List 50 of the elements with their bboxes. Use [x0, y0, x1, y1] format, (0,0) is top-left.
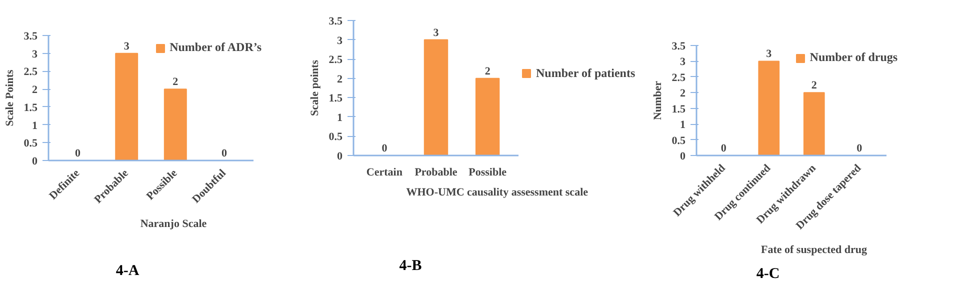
text: 4-C [756, 265, 780, 284]
x-tick-label: Certain [366, 166, 402, 178]
text: 4-B [399, 257, 422, 276]
x-axis-title: WHO-UMC causality assessment scale [406, 186, 588, 198]
y-tick-label: 0 [32, 156, 38, 168]
y-tick-label: 0 [680, 150, 686, 162]
y-tick-label: 1 [337, 112, 342, 124]
y-tick-label: 0 [337, 150, 343, 162]
y-tick-label: 0.5 [672, 134, 686, 147]
x-tick-label: Probable [414, 166, 458, 178]
legend-label: Number of drugs [810, 50, 898, 65]
y-tick-label: 1 [32, 120, 38, 132]
x-axis-title: Fate of suspected drug [760, 244, 868, 256]
y-tick-label: 2.5 [328, 54, 343, 66]
y-tick-label: 0.5 [328, 131, 343, 144]
y-tick-label: 2.5 [672, 72, 686, 84]
data-label: 3 [124, 40, 130, 52]
y-axis-title: Number [652, 80, 664, 120]
data-label: 3 [433, 26, 440, 39]
x-axis-title: Naranjo Scale [140, 218, 207, 230]
y-tick-label: 2.5 [24, 66, 38, 78]
x-tick-label: Possible [468, 166, 507, 178]
data-label: 0 [221, 148, 228, 160]
y-tick-label: 3 [337, 34, 343, 47]
y-tick-label: 1.5 [328, 92, 343, 105]
y-tick-label: 3 [680, 56, 686, 68]
y-tick-label: 1.5 [672, 103, 686, 116]
y-tick-label: 2 [680, 88, 686, 100]
y-tick-label: 3.5 [672, 40, 686, 52]
data-label: 3 [766, 48, 772, 60]
y-tick-label: 1.5 [24, 102, 38, 114]
data-label: 2 [484, 65, 491, 78]
legend-label: Number of ADR’s [170, 40, 262, 55]
y-tick-label: 1 [680, 119, 686, 132]
y-tick-label: 0.5 [24, 138, 38, 150]
y-tick-label: 3.5 [328, 16, 343, 28]
data-label: 2 [811, 80, 818, 92]
y-tick-label: 2 [337, 73, 343, 86]
y-tick-label: 3.5 [24, 30, 38, 42]
text: 4-A [116, 262, 140, 281]
data-label: 0 [75, 148, 82, 160]
y-tick-label: 2 [32, 84, 38, 96]
data-label: 0 [856, 142, 863, 154]
data-label: 0 [720, 142, 727, 154]
legend-label: Number of patients [536, 66, 636, 81]
y-tick-label: 3 [32, 48, 38, 60]
data-label: 0 [382, 142, 388, 154]
y-axis-title: Scale Points [4, 69, 16, 126]
data-label: 2 [172, 76, 179, 88]
y-axis-title: Scale points [308, 59, 321, 116]
